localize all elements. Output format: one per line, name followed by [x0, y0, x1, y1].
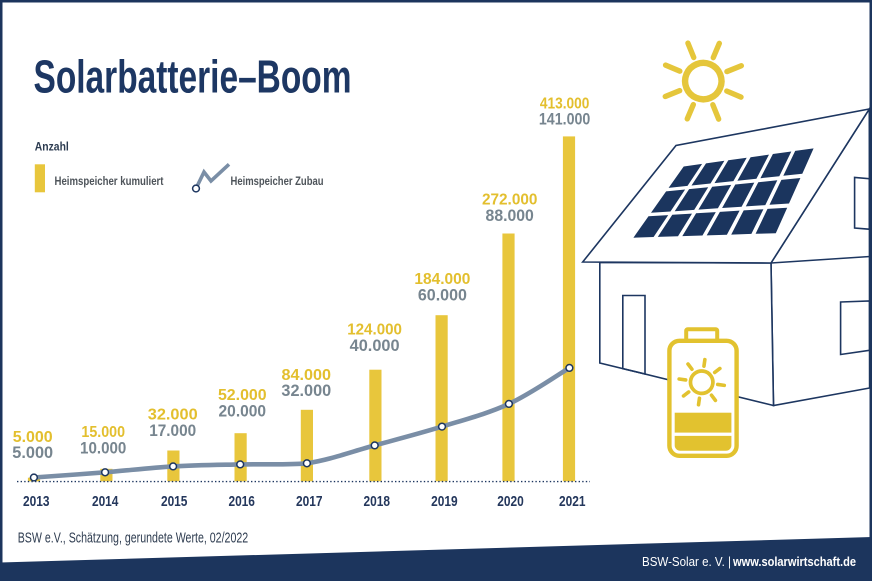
- svg-text:BSW-Solar e. V. |: BSW-Solar e. V. |: [642, 554, 731, 569]
- svg-text:2016: 2016: [228, 493, 255, 510]
- svg-text:84.000: 84.000: [282, 367, 332, 384]
- svg-text:88.000: 88.000: [486, 206, 534, 225]
- svg-text:2019: 2019: [431, 493, 458, 510]
- svg-text:32.000: 32.000: [281, 381, 331, 400]
- svg-text:32.000: 32.000: [148, 407, 198, 424]
- svg-text:2018: 2018: [364, 493, 391, 510]
- svg-text:Solarbatterie–Boom: Solarbatterie–Boom: [34, 51, 352, 103]
- svg-text:2015: 2015: [161, 493, 188, 510]
- svg-text:2017: 2017: [296, 493, 323, 510]
- svg-text:184.000: 184.000: [414, 271, 470, 288]
- svg-text:20.000: 20.000: [219, 401, 267, 420]
- svg-text:2014: 2014: [92, 493, 119, 510]
- svg-text:5.000: 5.000: [12, 443, 53, 462]
- svg-text:15.000: 15.000: [81, 424, 125, 441]
- svg-text:17.000: 17.000: [149, 421, 196, 440]
- svg-text:124.000: 124.000: [347, 322, 402, 339]
- svg-text:Heimspeicher Zubau: Heimspeicher Zubau: [231, 174, 324, 188]
- svg-text:2013: 2013: [23, 493, 50, 510]
- svg-text:2020: 2020: [497, 493, 524, 510]
- svg-text:272.000: 272.000: [482, 192, 538, 209]
- svg-text:5.000: 5.000: [13, 429, 53, 446]
- svg-text:10.000: 10.000: [80, 438, 126, 457]
- svg-text:60.000: 60.000: [418, 285, 467, 304]
- svg-text:141.000: 141.000: [539, 110, 590, 129]
- svg-text:40.000: 40.000: [350, 336, 400, 355]
- svg-text:2021: 2021: [559, 493, 586, 510]
- svg-text:www.solarwirtschaft.de: www.solarwirtschaft.de: [732, 554, 856, 569]
- svg-text:413.000: 413.000: [540, 95, 590, 112]
- svg-text:Anzahl: Anzahl: [35, 140, 69, 154]
- svg-text:Heimspeicher kumuliert: Heimspeicher kumuliert: [55, 174, 164, 188]
- svg-text:BSW e.V., Schätzung, gerundete: BSW e.V., Schätzung, gerundete Werte, 02…: [18, 530, 249, 546]
- svg-text:52.000: 52.000: [218, 387, 267, 404]
